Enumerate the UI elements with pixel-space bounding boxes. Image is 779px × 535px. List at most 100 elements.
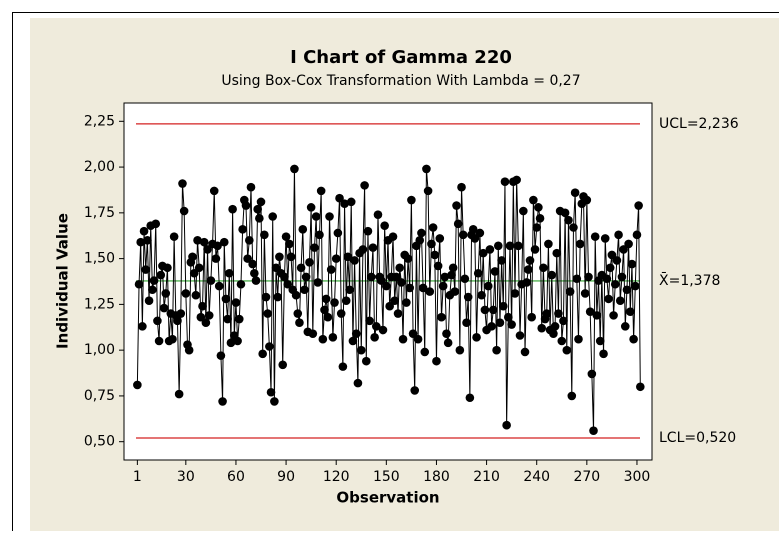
data-point xyxy=(297,263,306,272)
y-axis-label: Individual Value xyxy=(54,213,72,349)
data-point xyxy=(626,307,635,316)
data-point xyxy=(360,181,369,190)
data-point xyxy=(262,293,271,302)
data-point xyxy=(354,379,363,388)
data-point xyxy=(451,287,460,296)
data-point xyxy=(394,309,403,318)
data-point xyxy=(175,390,184,399)
data-point xyxy=(623,285,632,294)
data-point xyxy=(217,351,226,360)
data-point xyxy=(380,221,389,230)
data-point xyxy=(332,254,341,263)
x-tick-label: 300 xyxy=(624,469,651,485)
data-point xyxy=(330,298,339,307)
data-point xyxy=(218,397,227,406)
data-point xyxy=(399,335,408,344)
data-point xyxy=(369,243,378,252)
data-point xyxy=(456,346,465,355)
data-point xyxy=(624,240,633,249)
data-point xyxy=(581,289,590,298)
data-point xyxy=(571,188,580,197)
data-point xyxy=(322,295,331,304)
data-point xyxy=(223,315,232,324)
data-point xyxy=(257,198,266,207)
data-point xyxy=(389,232,398,241)
data-point xyxy=(589,426,598,435)
data-point xyxy=(320,306,329,315)
data-point xyxy=(188,252,197,261)
data-point xyxy=(593,311,602,320)
data-point xyxy=(350,256,359,265)
data-point xyxy=(531,245,540,254)
data-point xyxy=(486,245,495,254)
data-point xyxy=(161,289,170,298)
y-tick-label: 2,00 xyxy=(84,159,115,175)
data-point xyxy=(405,284,414,293)
data-point xyxy=(407,196,416,205)
data-point xyxy=(397,278,406,287)
data-point xyxy=(554,309,563,318)
data-point xyxy=(310,243,319,252)
data-point xyxy=(461,274,470,283)
data-point xyxy=(225,269,234,278)
data-point xyxy=(270,397,279,406)
data-point xyxy=(634,201,643,210)
data-point xyxy=(574,335,583,344)
data-point xyxy=(362,357,371,366)
data-point xyxy=(379,326,388,335)
data-point xyxy=(178,179,187,188)
data-point xyxy=(561,209,570,218)
data-point xyxy=(247,183,256,192)
data-point xyxy=(504,313,513,322)
data-point xyxy=(365,317,374,326)
data-point xyxy=(148,285,157,294)
data-point xyxy=(603,274,612,283)
y-tick-label: 1,75 xyxy=(84,205,115,221)
data-point xyxy=(347,198,356,207)
data-point xyxy=(173,317,182,326)
data-point xyxy=(182,289,191,298)
data-point xyxy=(192,291,201,300)
y-tick-label: 0,75 xyxy=(84,388,115,404)
data-point xyxy=(285,240,294,249)
data-point xyxy=(526,256,535,265)
data-point xyxy=(551,322,560,331)
data-point xyxy=(250,269,259,278)
data-point xyxy=(280,273,289,282)
data-point xyxy=(442,329,451,338)
x-tick-label: 60 xyxy=(227,469,245,485)
data-point xyxy=(499,302,508,311)
data-point xyxy=(604,295,613,304)
data-point xyxy=(215,282,224,291)
data-point xyxy=(317,187,326,196)
data-point xyxy=(544,240,553,249)
data-point xyxy=(527,313,536,322)
data-point xyxy=(349,337,358,346)
data-point xyxy=(629,335,638,344)
data-point xyxy=(424,187,433,196)
data-point xyxy=(633,231,642,240)
data-point xyxy=(435,234,444,243)
y-tick-label: 1,00 xyxy=(84,342,115,358)
data-point xyxy=(584,273,593,282)
data-point xyxy=(252,276,261,285)
data-point xyxy=(552,249,561,258)
data-point xyxy=(402,298,411,307)
data-point xyxy=(613,256,622,265)
data-point xyxy=(532,223,541,232)
data-point xyxy=(287,252,296,261)
data-point xyxy=(278,361,287,370)
chart-title: I Chart of Gamma 220 xyxy=(290,47,512,68)
data-point xyxy=(497,256,506,265)
data-point xyxy=(170,232,179,241)
data-point xyxy=(342,296,351,305)
data-point xyxy=(352,329,361,338)
data-point xyxy=(248,260,257,269)
data-point xyxy=(601,234,610,243)
data-point xyxy=(477,291,486,300)
data-point xyxy=(345,285,354,294)
data-point xyxy=(260,231,269,240)
data-point xyxy=(205,311,214,320)
data-point xyxy=(140,227,149,236)
